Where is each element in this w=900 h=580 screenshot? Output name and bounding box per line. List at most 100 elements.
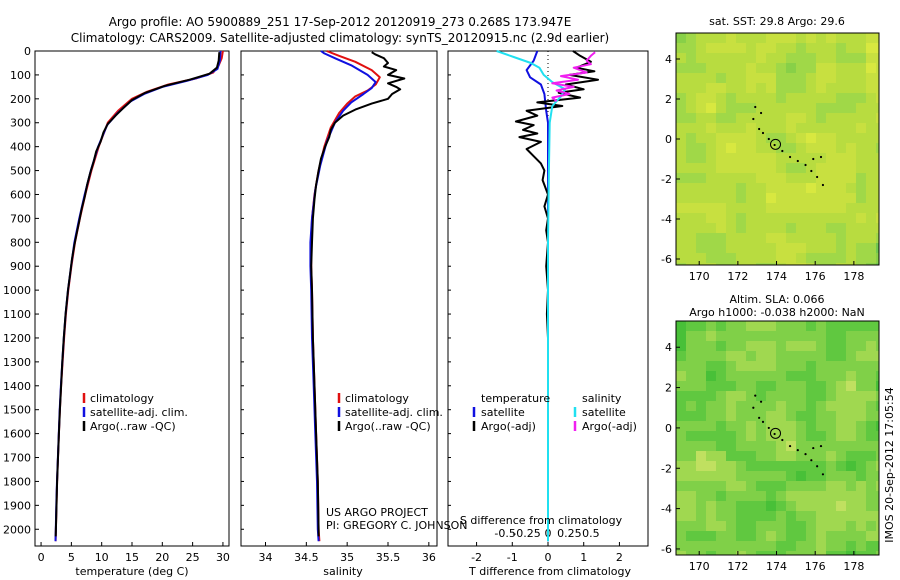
- heatmap-cell: [696, 391, 707, 402]
- heatmap-cell: [766, 83, 777, 94]
- heatmap-cell: [796, 481, 807, 492]
- heatmap-cell: [756, 451, 767, 462]
- heatmap-cell: [686, 193, 697, 204]
- heatmap-cell: [786, 471, 797, 482]
- heatmap-cell: [766, 213, 777, 224]
- heatmap-cell: [746, 431, 757, 442]
- heatmap-cell: [706, 183, 717, 194]
- heatmap-cell: [786, 93, 797, 104]
- heatmap-cell: [806, 371, 817, 382]
- heatmap-cell: [836, 43, 847, 54]
- heatmap-cell: [846, 263, 857, 265]
- heatmap-cell: [696, 233, 707, 244]
- heatmap-cell: [856, 53, 867, 64]
- heatmap-cell: [806, 243, 817, 254]
- heatmap-cell: [756, 441, 767, 452]
- heatmap-cell: [716, 33, 727, 44]
- heatmap-cell: [706, 193, 717, 204]
- header-line2: Climatology: CARS2009. Satellite-adjuste…: [71, 31, 609, 45]
- heatmap-cell: [836, 351, 847, 362]
- heatmap-cell: [766, 113, 777, 124]
- heatmap-cell: [816, 321, 827, 332]
- plot-frame: [240, 50, 438, 547]
- heatmap-cell: [746, 153, 757, 164]
- heatmap-cell: [756, 341, 767, 352]
- heatmap-cell: [826, 381, 837, 392]
- heatmap-cell: [736, 83, 747, 94]
- heatmap-cell: [676, 341, 687, 352]
- heatmap-cell: [836, 401, 847, 412]
- heatmap-cell: [796, 441, 807, 452]
- track-point: [804, 453, 807, 456]
- heatmap-cell: [686, 243, 697, 254]
- sla-map-subtitle: Argo h1000: -0.038 h2000: NaN: [689, 306, 865, 319]
- heatmap-cell: [836, 441, 847, 452]
- track-point: [804, 163, 807, 167]
- heatmap-cell: [736, 321, 747, 332]
- heatmap-cell: [846, 183, 857, 194]
- heatmap-cell: [686, 321, 697, 332]
- heatmap-cell: [776, 193, 787, 204]
- heatmap-cell: [716, 341, 727, 352]
- heatmap-cell: [766, 481, 777, 492]
- heatmap-cell: [706, 341, 717, 352]
- heatmap-cell: [806, 401, 817, 412]
- heatmap-cell: [816, 451, 827, 462]
- heatmap-cell: [716, 143, 727, 154]
- heatmap-cell: [816, 193, 827, 204]
- heatmap-cell: [866, 113, 877, 124]
- heatmap-cell: [746, 531, 757, 542]
- heatmap-cell: [746, 203, 757, 214]
- heatmap-cell: [706, 223, 717, 234]
- heatmap-cell: [816, 521, 827, 532]
- heatmap-cell: [726, 521, 737, 532]
- heatmap-cell: [776, 471, 787, 482]
- heatmap-cell: [816, 33, 827, 44]
- x-tick-label: 170: [689, 560, 710, 573]
- heatmap-cell: [736, 193, 747, 204]
- heatmap-cell: [846, 63, 857, 74]
- heatmap-cell: [676, 471, 687, 482]
- heatmap-cell: [706, 163, 717, 174]
- heatmap-cell: [876, 143, 879, 154]
- heatmap-cell: [716, 381, 727, 392]
- heatmap-cell: [876, 511, 879, 522]
- heatmap-cell: [766, 63, 777, 74]
- heatmap-cell: [796, 223, 807, 234]
- heatmap-cell: [756, 103, 767, 114]
- heatmap-cell: [726, 243, 737, 254]
- heatmap-cell: [836, 93, 847, 104]
- heatmap-cell: [876, 113, 879, 124]
- heatmap-cell: [676, 551, 687, 555]
- heatmap-cell: [676, 381, 687, 392]
- heatmap-cell: [776, 143, 787, 154]
- track-point: [754, 394, 757, 397]
- heatmap-cell: [756, 321, 767, 332]
- heatmap-cell: [876, 63, 879, 74]
- heatmap-cell: [736, 451, 747, 462]
- heatmap-cell: [696, 541, 707, 552]
- heatmap-cell: [856, 253, 867, 264]
- heatmap-cell: [786, 391, 797, 402]
- heatmap-cell: [856, 213, 867, 224]
- heatmap-cell: [706, 361, 717, 372]
- heatmap-cell: [826, 83, 837, 94]
- track-point: [781, 438, 784, 442]
- heatmap-cell: [806, 73, 817, 84]
- heatmap-cell: [736, 491, 747, 502]
- heatmap-cell: [816, 331, 827, 342]
- heatmap-cell: [736, 143, 747, 154]
- heatmap-cell: [686, 103, 697, 114]
- heatmap-cell: [736, 441, 747, 452]
- heatmap-cell: [686, 123, 697, 134]
- heatmap-cell: [796, 521, 807, 532]
- heatmap-cell: [706, 73, 717, 84]
- heatmap-cell: [736, 253, 747, 264]
- heatmap-cell: [706, 243, 717, 254]
- heatmap-cell: [866, 153, 877, 164]
- heatmap-cell: [756, 163, 767, 174]
- heatmap-cell: [766, 461, 777, 472]
- heatmap-cell: [866, 213, 877, 224]
- heatmap-cell: [686, 133, 697, 144]
- x-tick-label: 174: [766, 560, 787, 573]
